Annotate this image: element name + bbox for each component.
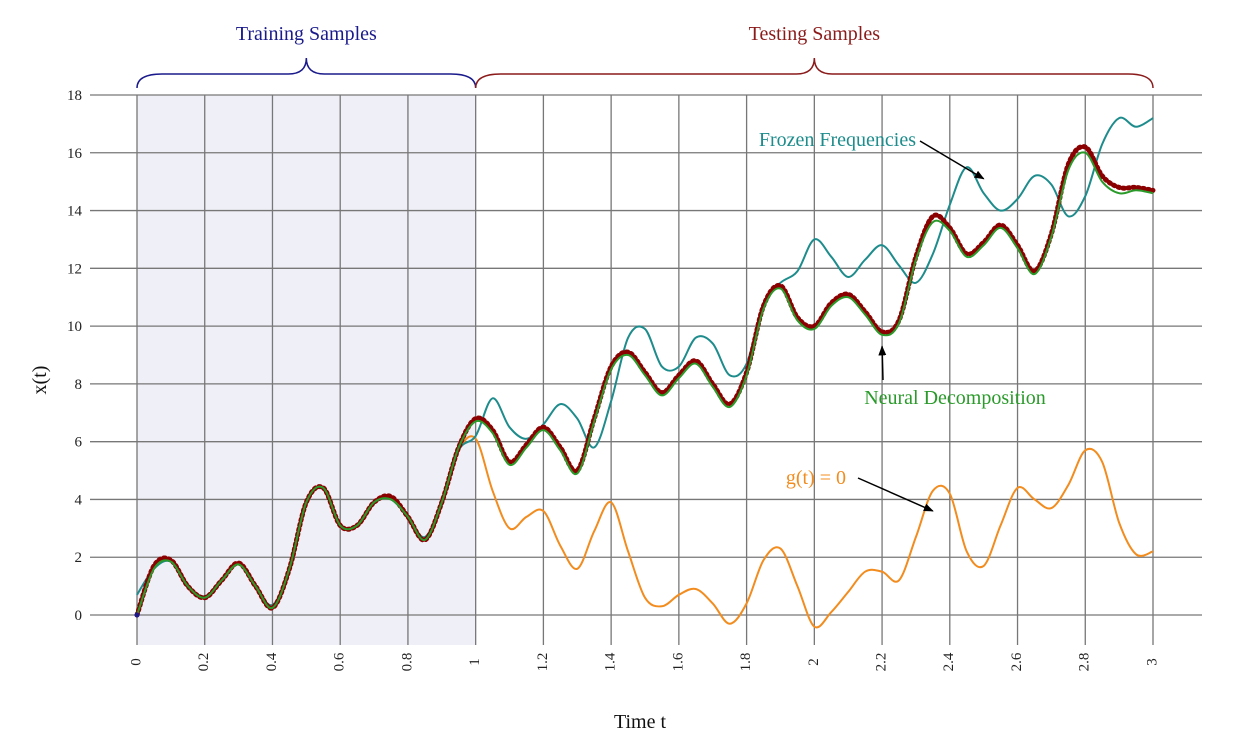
y-tick-label: 6 (75, 435, 83, 451)
annotations: Frozen Frequencies Neural Decomposition g(… (759, 129, 1046, 512)
region-braces: Training Samples Testing Samples (136, 23, 1154, 89)
x-tick-labels: 0 0.2 0.4 0.6 0.8 1 1.2 1.4 1.6 1.8 2 2.2 2.4 2.6 2.8 3 (128, 652, 1160, 671)
annotation-arrow (919, 140, 985, 180)
x-tick-label: 0.4 (264, 652, 280, 671)
training-region-shade (137, 95, 476, 645)
region-label: Testing Samples (749, 23, 881, 45)
x-tick-label: 2.6 (1009, 652, 1025, 671)
x-tick-label: 2.4 (941, 652, 957, 671)
y-tick-label: 2 (75, 550, 83, 566)
annotation-arrow (878, 345, 887, 381)
y-tick-label: 14 (67, 204, 83, 220)
grid (90, 94, 1202, 645)
x-tick-label: 0 (128, 658, 144, 666)
annotation-label: Frozen Frequencies (759, 129, 916, 151)
annotation-arrow (857, 477, 934, 512)
x-tick-label: 0.8 (399, 653, 415, 672)
y-axis-title-text: x(t) (29, 366, 51, 395)
x-tick-label: 1.8 (738, 653, 754, 672)
series-neural-decomposition (136, 151, 1154, 616)
y-tick-label: 10 (67, 319, 82, 335)
x-tick-label: 0.6 (332, 652, 348, 671)
region-label: Training Samples (236, 23, 377, 45)
x-tick-label: 0.2 (196, 653, 212, 672)
x-tick-label: 1 (467, 658, 483, 666)
x-tick-label: 1.2 (535, 653, 551, 672)
series-layer (134, 116, 1156, 629)
x-tick-label: 3 (1144, 658, 1160, 666)
start-point (134, 612, 140, 618)
x-tick-label: 2 (806, 658, 822, 666)
region-brace (474, 57, 1154, 89)
y-tick-label: 8 (75, 377, 83, 393)
plot-area (90, 94, 1202, 645)
region-brace (136, 57, 477, 89)
y-tick-label: 12 (67, 261, 82, 277)
y-tick-label: 0 (75, 608, 83, 624)
x-tick-label: 2.8 (1077, 653, 1093, 672)
annotation-label: g(t) = 0 (786, 467, 846, 489)
x-tick-label: 1.4 (603, 652, 619, 671)
y-tick-label: 18 (67, 88, 82, 104)
y-tick-labels: 0 2 4 6 8 10 12 14 16 18 (67, 88, 83, 624)
x-tick-label: 1.6 (670, 652, 686, 671)
y-tick-label: 4 (75, 492, 83, 508)
x-axis-title: Time t (614, 711, 667, 733)
y-tick-label: 16 (67, 146, 83, 162)
y-axis-title: x(t) (29, 366, 51, 395)
x-tick-label: 2.2 (874, 653, 890, 672)
annotation-label: Neural Decomposition (864, 387, 1046, 409)
x-axis-title-text: Time t (614, 711, 667, 733)
